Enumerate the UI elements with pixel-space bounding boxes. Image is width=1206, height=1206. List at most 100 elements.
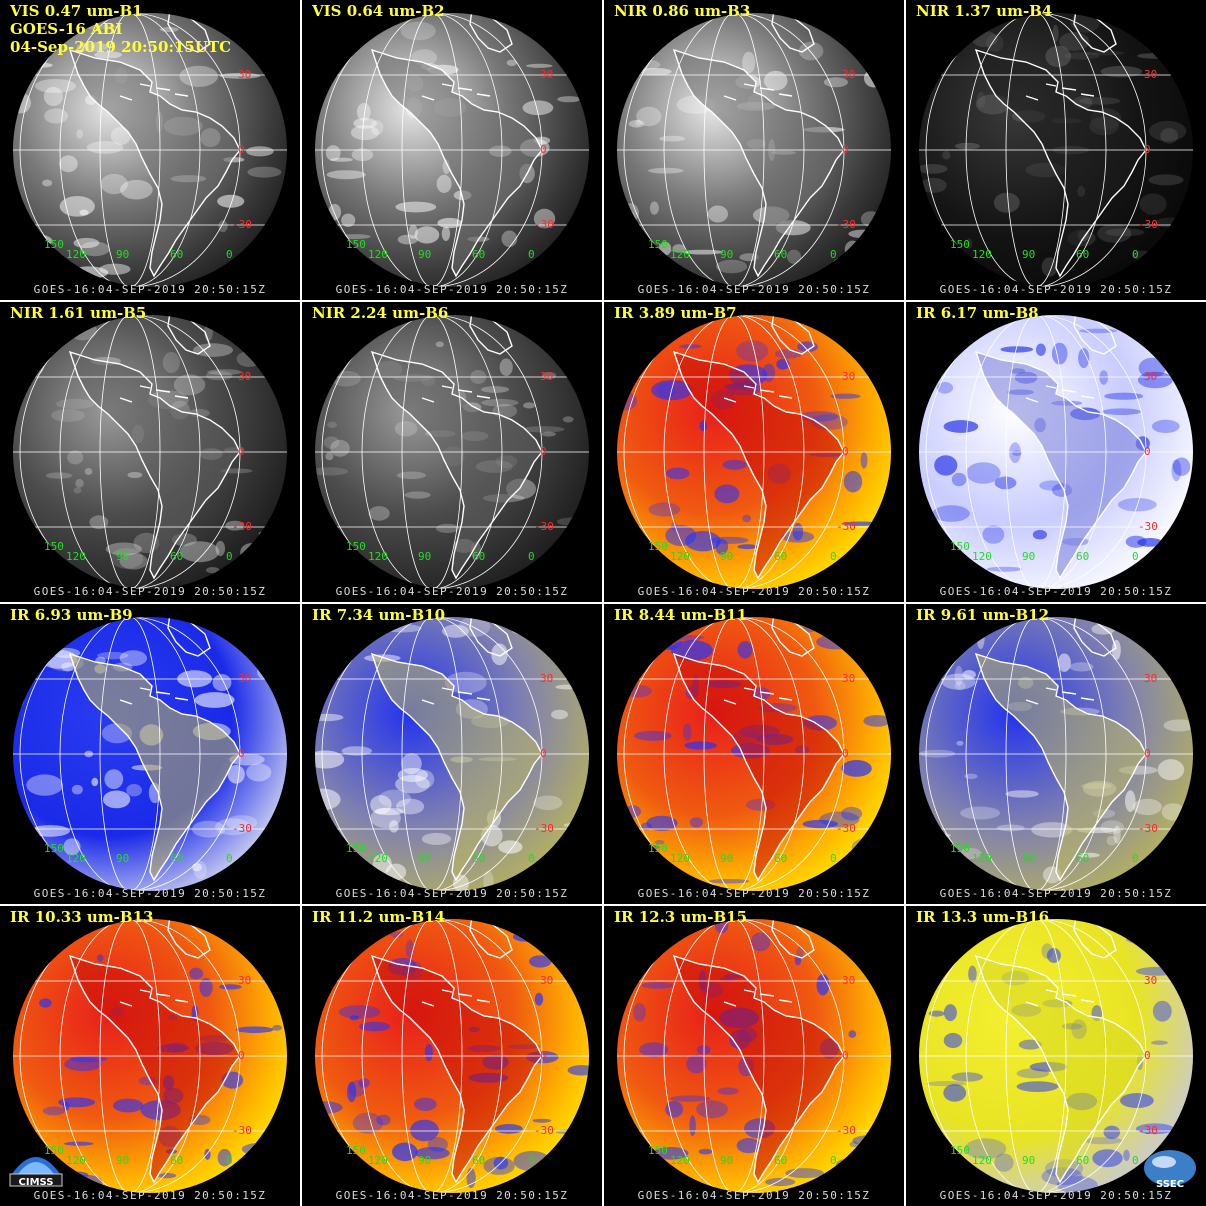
latitude-label: -30 bbox=[232, 822, 252, 835]
meridian-line bbox=[99, 13, 161, 287]
meridian-line bbox=[663, 617, 805, 891]
longitude-label: 120 bbox=[66, 248, 86, 261]
band-label: IR 11.2 um-B14 bbox=[312, 908, 446, 926]
longitude-label: 150 bbox=[648, 1144, 668, 1157]
band-label: VIS 0.64 um-B2 bbox=[312, 2, 445, 20]
longitude-label: 120 bbox=[972, 248, 992, 261]
longitude-label: 150 bbox=[648, 238, 668, 251]
latitude-label: 30 bbox=[540, 68, 553, 81]
latitude-label: 0 bbox=[842, 747, 849, 760]
coastline bbox=[68, 48, 241, 278]
latitude-label: 30 bbox=[1144, 68, 1157, 81]
meridian-line bbox=[401, 13, 463, 287]
longitude-label: 0 bbox=[226, 1154, 233, 1167]
latitude-label: -30 bbox=[534, 218, 554, 231]
meridian-line bbox=[965, 13, 1107, 287]
longitude-label: 150 bbox=[950, 1144, 970, 1157]
longitude-label: 120 bbox=[972, 550, 992, 563]
latitude-label: -30 bbox=[232, 218, 252, 231]
longitude-label: 150 bbox=[950, 842, 970, 855]
observation-datetime: 04-Sep-2019 20:50:15UTC bbox=[10, 38, 232, 56]
longitude-label: 0 bbox=[226, 248, 233, 261]
meridian-line bbox=[59, 919, 201, 1193]
band-label: IR 9.61 um-B12 bbox=[916, 606, 1050, 624]
longitude-label: 60 bbox=[774, 1154, 787, 1167]
latitude-label: 0 bbox=[842, 445, 849, 458]
latitude-label: 30 bbox=[1144, 974, 1157, 987]
ssec-logo: SSEC bbox=[1142, 1146, 1198, 1190]
meridian-line bbox=[623, 617, 845, 891]
longitude-label: 150 bbox=[346, 1144, 366, 1157]
latitude-label: 30 bbox=[1144, 672, 1157, 685]
meridian-line bbox=[401, 617, 463, 891]
longitude-label: 150 bbox=[346, 842, 366, 855]
meridian-line bbox=[1005, 13, 1067, 287]
meridian-line bbox=[59, 315, 201, 589]
meridian-line bbox=[663, 315, 805, 589]
longitude-label: 120 bbox=[368, 248, 388, 261]
coastline bbox=[370, 652, 543, 882]
longitude-label: 120 bbox=[66, 550, 86, 563]
longitude-label: 120 bbox=[670, 1154, 690, 1167]
coastline bbox=[723, 83, 793, 101]
longitude-label: 60 bbox=[472, 248, 485, 261]
latitude-label: 30 bbox=[540, 370, 553, 383]
longitude-label: 90 bbox=[1022, 550, 1035, 563]
meridian-line bbox=[925, 617, 1147, 891]
meridian-line bbox=[321, 315, 543, 589]
longitude-label: 90 bbox=[720, 248, 733, 261]
coastline bbox=[119, 385, 189, 403]
meridian-line bbox=[925, 315, 1147, 589]
coastline bbox=[723, 385, 793, 403]
latitude-label: -30 bbox=[1138, 218, 1158, 231]
latitude-label: 0 bbox=[1144, 143, 1151, 156]
latitude-label: 30 bbox=[842, 370, 855, 383]
meridian-line bbox=[623, 315, 845, 589]
longitude-label: 90 bbox=[418, 550, 431, 563]
longitude-label: 0 bbox=[1132, 852, 1139, 865]
band-panel: 30 0 -30 150 120 90 60 0 IR 6.93 um-B9 GOES-16:04… bbox=[0, 604, 300, 904]
meridian-line bbox=[361, 617, 503, 891]
meridian-line bbox=[925, 13, 1147, 287]
longitude-label: 60 bbox=[774, 248, 787, 261]
latitude-label: 0 bbox=[540, 747, 547, 760]
meridian-line bbox=[19, 13, 241, 287]
timestamp-footer: GOES-16:04-SEP-2019 20:50:15Z bbox=[939, 1189, 1173, 1202]
coastline bbox=[974, 954, 1147, 1184]
longitude-label: 0 bbox=[1132, 248, 1139, 261]
band-panel: 30 0 -30 150 120 90 60 0 NIR 0.86 um-B3 GOES-16:0… bbox=[604, 0, 904, 300]
timestamp-footer: GOES-16:04-SEP-2019 20:50:15Z bbox=[637, 1189, 871, 1202]
meridian-line bbox=[19, 617, 241, 891]
timestamp-footer: GOES-16:04-SEP-2019 20:50:15Z bbox=[335, 283, 569, 296]
longitude-label: 0 bbox=[830, 852, 837, 865]
band-panel: 30 0 -30 150 120 90 60 0 VIS 0.64 um-B2 GOES-16:0… bbox=[302, 0, 602, 300]
coastline bbox=[771, 13, 815, 53]
longitude-label: 0 bbox=[1132, 550, 1139, 563]
longitude-label: 90 bbox=[116, 1154, 129, 1167]
meridian-line bbox=[1005, 919, 1067, 1193]
latitude-label: -30 bbox=[1138, 822, 1158, 835]
meridian-line bbox=[1005, 315, 1067, 589]
band-label: IR 13.3 um-B16 bbox=[916, 908, 1050, 926]
coastline bbox=[1073, 919, 1117, 959]
longitude-label: 120 bbox=[66, 852, 86, 865]
band-panel: 30 0 -30 150 120 90 60 0 VIS 0.47 um-B1 GOES-16 A… bbox=[0, 0, 300, 300]
latitude-label: 30 bbox=[1144, 370, 1157, 383]
coastline bbox=[167, 919, 211, 959]
timestamp-footer: GOES-16:04-SEP-2019 20:50:15Z bbox=[637, 283, 871, 296]
longitude-label: 90 bbox=[418, 248, 431, 261]
longitude-label: 60 bbox=[1076, 248, 1089, 261]
band-label: IR 6.93 um-B9 bbox=[10, 606, 133, 624]
longitude-label: 0 bbox=[528, 248, 535, 261]
longitude-label: 150 bbox=[648, 540, 668, 553]
band-panel: 30 0 -30 150 120 90 60 0 IR 6.17 um-B8 GOES-16:04… bbox=[906, 302, 1206, 602]
latitude-label: 0 bbox=[238, 445, 245, 458]
coastline bbox=[672, 48, 845, 278]
meridian-line bbox=[99, 617, 161, 891]
meridian-line bbox=[703, 315, 765, 589]
meridian-line bbox=[59, 13, 201, 287]
